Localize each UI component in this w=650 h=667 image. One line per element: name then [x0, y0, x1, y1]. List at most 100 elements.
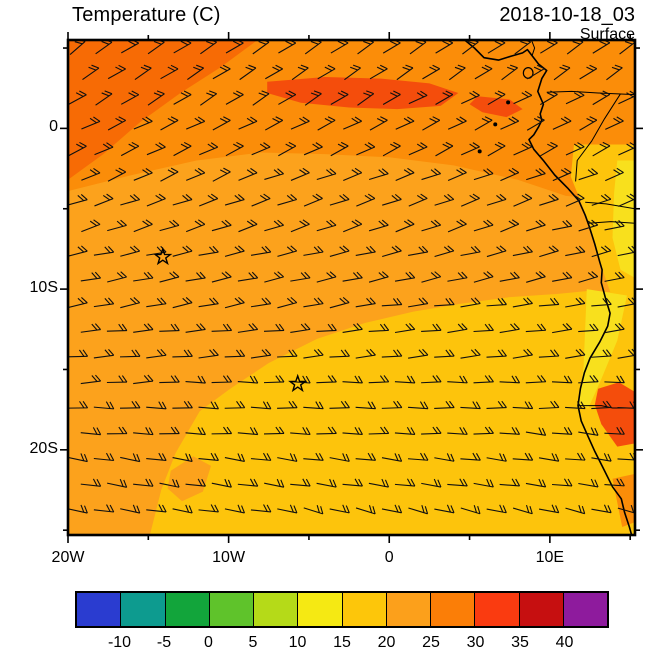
wind-barb [68, 141, 87, 157]
wind-barb [565, 142, 585, 156]
wind-barb [146, 297, 167, 308]
wind-barb [160, 64, 179, 80]
wind-barb [199, 142, 219, 156]
wind-barb [68, 453, 88, 463]
wind-barb [237, 375, 259, 384]
wind-barb [159, 426, 180, 435]
wind-barb [394, 375, 416, 384]
wind-barb [591, 297, 612, 307]
wind-barb [316, 219, 337, 232]
colorbar-swatch [431, 593, 476, 626]
wind-barb [238, 219, 258, 233]
colorbar-tick-label: 30 [466, 634, 485, 651]
wind-barb [200, 90, 217, 106]
wind-barb [224, 245, 245, 257]
wind-barb [526, 219, 546, 232]
wind-barb [329, 193, 350, 206]
wind-barb [212, 167, 231, 182]
wind-barb [604, 426, 625, 435]
wind-barb [120, 297, 141, 309]
wind-barb [224, 349, 246, 358]
wind-barb [237, 323, 259, 333]
wind-barb [604, 220, 625, 231]
wind-barb [394, 271, 416, 282]
wind-barb [93, 504, 115, 513]
wind-barb [499, 478, 521, 487]
wind-barb [224, 504, 245, 514]
wind-barb [107, 219, 127, 232]
wind-barb [461, 142, 480, 156]
wind-barb [604, 271, 625, 282]
wind-barb [250, 297, 272, 308]
wind-barb [316, 478, 337, 488]
wind-barb [303, 401, 324, 410]
x-axis-label: 10E [535, 549, 565, 566]
wind-barb [396, 64, 414, 81]
wind-barb [422, 116, 441, 131]
wind-barb [120, 245, 141, 257]
wind-barb [604, 478, 625, 487]
wind-barb [316, 323, 337, 332]
wind-barb [552, 323, 573, 334]
wind-barb [185, 427, 206, 436]
wind-barb [265, 64, 283, 80]
wind-barb [198, 452, 219, 461]
wind-barb [303, 348, 324, 359]
wind-barb [512, 245, 533, 257]
wind-barb [316, 271, 337, 283]
colorbar-swatch [77, 593, 122, 626]
wind-barb [80, 323, 102, 333]
wind-barb [81, 219, 101, 233]
wind-barb [381, 453, 403, 462]
wind-barb [264, 478, 285, 488]
wind-barb [408, 193, 428, 207]
y-axis-label: 0 [49, 118, 58, 136]
wind-barb [212, 116, 231, 131]
colorbar-swatch [386, 593, 431, 626]
wind-barb [251, 193, 271, 207]
wind-barb [264, 168, 284, 180]
wind-barb [578, 219, 599, 232]
coastline [464, 40, 633, 535]
wind-barb [538, 297, 560, 307]
wind-barb [408, 348, 429, 359]
wind-barb [263, 426, 285, 435]
wind-barb [119, 349, 141, 358]
wind-barb [159, 219, 180, 232]
wind-barb [81, 167, 101, 181]
wind-barb [94, 142, 114, 156]
wind-barb [237, 427, 259, 436]
wind-barb [317, 116, 336, 131]
colorbar-tick-label: -10 [107, 634, 132, 651]
wind-barb [382, 245, 402, 258]
wind-barb [473, 168, 494, 181]
wind-barb [316, 168, 337, 181]
wind-barb [172, 194, 193, 206]
colorbar-swatch [342, 593, 387, 626]
wind-barb [290, 427, 311, 436]
wind-barb [551, 478, 573, 487]
wind-barb [68, 90, 87, 105]
wind-barb [342, 427, 363, 436]
wind-barb [147, 90, 165, 106]
wind-barb [460, 193, 480, 207]
wind-barb [198, 401, 219, 410]
wind-barb [434, 400, 455, 409]
colorbar-swatch [254, 593, 299, 626]
wind-barb [119, 400, 141, 409]
wind-barb [579, 116, 598, 131]
wind-barb [539, 141, 558, 157]
country-border [585, 201, 635, 210]
wind-barb [82, 64, 100, 80]
wind-barb [355, 297, 376, 308]
wind-barb [303, 142, 323, 156]
country-border [588, 221, 635, 224]
wind-barb [434, 453, 455, 462]
wind-barb [604, 323, 625, 334]
wind-barb [173, 90, 192, 105]
colorbar-swatch [165, 593, 210, 626]
wind-barb [303, 245, 324, 256]
wind-barb [526, 64, 545, 80]
wind-barb [578, 271, 599, 283]
wind-barb [474, 116, 493, 131]
